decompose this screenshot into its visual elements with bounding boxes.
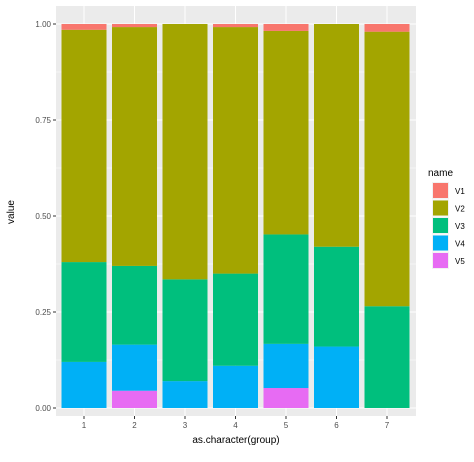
bar-segment-v3-group-5 bbox=[263, 234, 309, 344]
y-axis: 0.00 0.25 0.50 0.75 1.00 bbox=[35, 20, 56, 413]
bar-segment-v4-group-1 bbox=[61, 361, 107, 408]
bar-segment-v1-group-7 bbox=[364, 24, 410, 32]
legend-label-v3: V3 bbox=[455, 222, 465, 231]
bar-segment-v3-group-4 bbox=[213, 273, 258, 366]
legend-swatch-v4 bbox=[433, 235, 448, 251]
bar-segment-v1-group-1 bbox=[61, 24, 107, 30]
bar-segment-v3-group-7 bbox=[364, 306, 410, 408]
x-tick-label: 7 bbox=[385, 421, 390, 430]
bar-segment-v3-group-1 bbox=[61, 262, 107, 362]
legend-swatch-v3 bbox=[433, 218, 448, 233]
bar-segment-v4-group-2 bbox=[112, 344, 157, 391]
x-tick-label: 5 bbox=[284, 421, 289, 430]
legend: name V1 V2 V3 V4 V5 bbox=[428, 168, 465, 269]
bar-segment-v2-group-4 bbox=[213, 27, 258, 274]
x-tick-label: 3 bbox=[183, 421, 188, 430]
bar-segment-v4-group-6 bbox=[314, 346, 359, 408]
bar-segment-v2-group-6 bbox=[314, 24, 359, 247]
bar-segment-v4-group-5 bbox=[263, 343, 309, 389]
bar-segment-v1-group-5 bbox=[263, 24, 309, 31]
y-tick-label: 1.00 bbox=[35, 20, 51, 29]
y-tick-label: 0.00 bbox=[35, 404, 51, 413]
x-axis-title: as.character(group) bbox=[192, 435, 279, 446]
bar-segment-v3-group-3 bbox=[162, 279, 208, 382]
legend-swatch-v5 bbox=[433, 253, 448, 268]
legend-title: name bbox=[428, 168, 453, 179]
x-tick-label: 2 bbox=[132, 421, 137, 430]
y-tick-label: 0.50 bbox=[35, 212, 51, 221]
bar-segment-v5-group-2 bbox=[112, 390, 157, 408]
y-tick-label: 0.25 bbox=[35, 308, 51, 317]
x-tick-label: 1 bbox=[82, 421, 87, 430]
bar-segment-v1-group-4 bbox=[213, 24, 258, 28]
bar-segment-v4-group-3 bbox=[162, 381, 208, 408]
bar-segment-v4-group-4 bbox=[213, 365, 258, 408]
x-axis: 1 2 3 4 5 6 7 bbox=[82, 416, 390, 430]
legend-swatch-v2 bbox=[433, 200, 448, 216]
x-tick-label: 4 bbox=[233, 421, 238, 430]
bars bbox=[61, 24, 410, 408]
legend-label-v1: V1 bbox=[455, 187, 465, 196]
y-tick-label: 0.75 bbox=[35, 116, 51, 125]
bar-segment-v3-group-2 bbox=[112, 265, 157, 345]
legend-label-v5: V5 bbox=[455, 257, 465, 266]
x-tick-label: 6 bbox=[334, 421, 339, 430]
legend-label-v4: V4 bbox=[455, 240, 465, 249]
bar-segment-v5-group-5 bbox=[263, 388, 309, 408]
legend-swatch-v1 bbox=[433, 183, 448, 198]
bar-segment-v2-group-2 bbox=[112, 27, 157, 266]
bar-segment-v2-group-7 bbox=[364, 31, 410, 307]
bar-segment-v2-group-1 bbox=[61, 29, 107, 263]
bar-segment-v3-group-6 bbox=[314, 246, 359, 347]
y-axis-title: value bbox=[6, 200, 17, 224]
bar-segment-v2-group-5 bbox=[263, 30, 309, 235]
bar-segment-v1-group-2 bbox=[112, 24, 157, 28]
bar-segment-v2-group-3 bbox=[162, 24, 208, 280]
legend-label-v2: V2 bbox=[455, 205, 465, 214]
